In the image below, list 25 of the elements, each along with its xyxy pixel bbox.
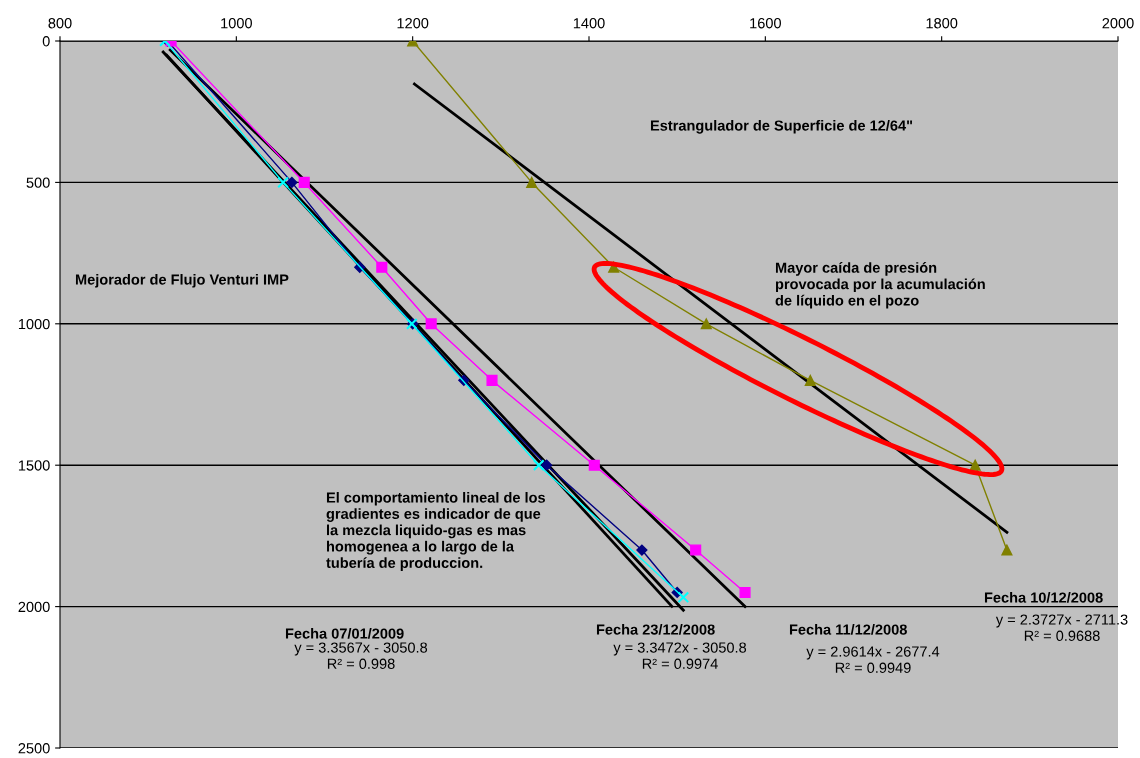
y-tick-label: 1500 xyxy=(18,460,50,471)
x-tick-label: 1600 xyxy=(750,18,781,29)
y-tick-label: 500 xyxy=(26,177,50,188)
annotation: y = 2.9614x - 2677.4 R² = 0.9949 xyxy=(806,646,940,673)
x-tick-label: 800 xyxy=(48,18,72,29)
annotation: y = 3.3472x - 3050.8 R² = 0.9974 xyxy=(613,642,747,669)
annotation: El comportamiento lineal de los gradientes es indicador de que la mezcla liquido-gas es mas homogenea a lo largo de la tubería de produccion. xyxy=(326,492,546,571)
y-tick-label: 0 xyxy=(42,36,50,47)
annotation: Fecha 11/12/2008 xyxy=(789,624,907,635)
x-tick-label: 1800 xyxy=(926,18,958,29)
x-tick-label: 2000 xyxy=(1102,18,1134,29)
annotation: y = 2.3727x - 2711.3 R² = 0.9688 xyxy=(995,614,1128,641)
annotation: Fecha 23/12/2008 xyxy=(596,624,715,635)
x-tick-label: 1200 xyxy=(397,18,429,29)
annotation: Fecha 07/01/2009 xyxy=(285,628,404,639)
y-tick-label: 2000 xyxy=(18,601,50,613)
y-tick-label: 1000 xyxy=(18,318,50,330)
annotation: Estrangulador de Superficie de 12/64" xyxy=(650,120,913,134)
annotation: Mejorador de Flujo Venturi IMP xyxy=(75,274,289,288)
x-tick-label: 1000 xyxy=(221,18,252,29)
y-tick-label: 2500 xyxy=(18,743,50,754)
annotation: Fecha 10/12/2008 xyxy=(984,592,1103,603)
annotation: Mayor caída de presión provocada por la acumulación de líquido en el pozo xyxy=(775,262,985,309)
x-tick-label: 1400 xyxy=(573,18,605,29)
annotation: y = 3.3567x - 3050.8 R² = 0.998 xyxy=(294,642,428,669)
